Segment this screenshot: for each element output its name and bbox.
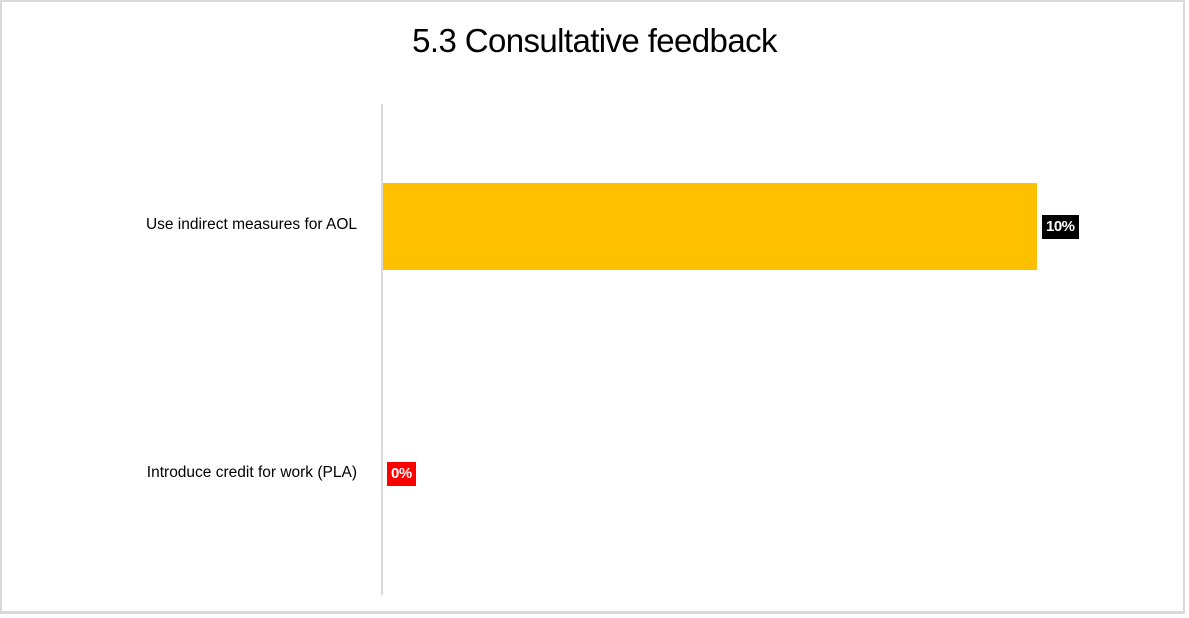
bar-use-indirect-measures xyxy=(383,183,1037,270)
data-label: 10% xyxy=(1042,215,1079,239)
category-label: Use indirect measures for AOL xyxy=(145,216,357,233)
data-label: 0% xyxy=(387,462,416,486)
chart-title: 5.3 Consultative feedback xyxy=(412,22,777,59)
category-label: Introduce credit for work (PLA) xyxy=(146,464,357,481)
category-axis-line xyxy=(381,104,383,595)
